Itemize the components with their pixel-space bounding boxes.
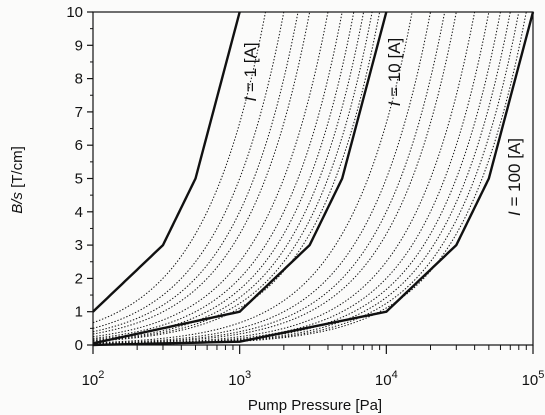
dotted-curve-8 [92,11,365,341]
curve-label-1: I = 1 [A] [241,42,260,101]
y-tick-label: 1 [75,304,83,321]
solid-curve-2 [92,11,388,345]
y-tick-label: 0 [75,337,83,354]
x-tick-label: 102 [82,369,105,389]
dotted-curve-3 [92,11,299,333]
y-tick-label: 7 [75,104,83,121]
y-tick-label: 8 [75,71,83,88]
y-axis-label: B/s [T/cm] [9,146,26,214]
solid-curve-3 [92,11,535,347]
dotted-curve-7 [92,11,355,340]
dotted-curve-13 [92,11,446,345]
dotted-curve-17 [92,11,501,345]
dotted-curve-15 [92,11,476,345]
x-tick-label: 105 [522,369,545,389]
dotted-curves [92,11,527,346]
y-axis-label-symbol: B/s [9,192,26,214]
dotted-curve-19 [92,11,520,346]
plot-frame [92,11,534,346]
dotted-curve-16 [92,11,490,345]
y-tick-label: 4 [75,204,83,221]
dotted-curve-2 [92,11,285,329]
dotted-curve-10 [92,11,381,342]
y-tick-label: 10 [66,4,83,21]
y-axis-label-unit: [T/cm] [9,146,26,192]
dotted-curve-1 [92,11,266,324]
dotted-curve-4 [92,11,311,335]
dotted-curve-5 [92,11,329,338]
y-axis-ticks: 0 1 2 3 4 5 6 7 8 9 10 [66,4,93,354]
plot-border [92,11,534,346]
y-tick-label: 3 [75,237,83,254]
solid-curves [92,11,535,347]
curve-label-2: I = 10 [A] [385,38,404,107]
y-tick-label: 2 [75,270,83,287]
x-axis-ticks: 102 103 104 105 [82,345,545,389]
dotted-curve-6 [92,11,343,339]
x-tick-label: 104 [375,369,398,389]
y-tick-label: 6 [75,137,83,154]
solid-curve-1 [92,11,241,313]
curve-label-3: I = 100 [A] [505,138,524,216]
dotted-curve-18 [92,11,511,346]
x-tick-label: 103 [228,369,251,389]
dotted-curve-14 [92,11,457,345]
dotted-curve-9 [92,11,373,342]
y-tick-label: 9 [75,37,83,54]
y-tick-label: 5 [75,171,83,188]
dotted-curve-20 [92,11,527,346]
axis-labels: Pump Pressure [Pa] B/s [T/cm] [9,146,382,414]
curve-labels: I = 1 [A] I = 10 [A] I = 100 [A] [241,38,524,216]
dotted-curve-12 [92,11,431,344]
x-axis-label: Pump Pressure [Pa] [248,397,382,414]
